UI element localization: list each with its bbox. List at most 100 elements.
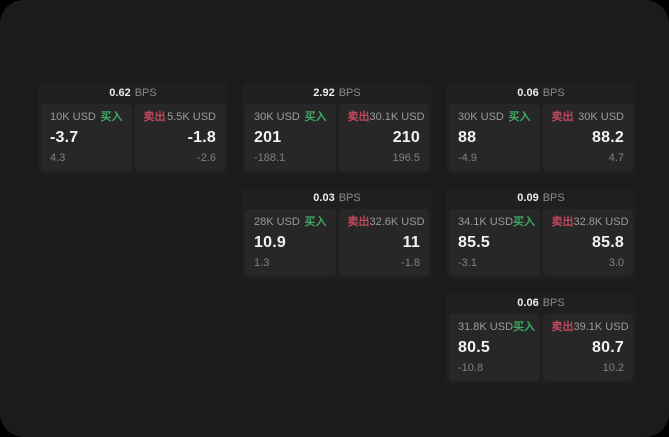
bps-header: 0.06 BPS: [446, 293, 636, 314]
bps-value: 0.09: [517, 192, 539, 204]
bps-unit: BPS: [338, 192, 361, 204]
buy-amount-label: 31.8K USD: [458, 321, 514, 333]
buy-amount-label: 10K USD: [50, 111, 96, 123]
sell-panel-top: 卖出 5.5K USD: [144, 111, 217, 124]
sell-panel-top: 卖出 32.8K USD: [551, 216, 629, 229]
bps-unit: BPS: [542, 297, 565, 309]
buy-change: 4.3: [50, 152, 66, 164]
sell-panel[interactable]: 卖出 30K USD 88.2 4.7: [542, 104, 633, 171]
sell-change: 4.7: [608, 152, 624, 164]
sell-amount-label: 39.1K USD: [573, 321, 629, 333]
sell-change: 10.2: [602, 362, 624, 374]
buy-amount-label: 28K USD: [254, 216, 300, 228]
price-card: 0.03 BPS 28K USD 买入 10.9 1.3 卖出 32.6K US…: [242, 188, 432, 279]
card-panels: 30K USD 买入 201 -188.1 卖出 30.1K USD 210 1…: [242, 104, 432, 174]
price-cards-grid: 0.62 BPS 10K USD 买入 -3.7 4.3 卖出 5.5K USD: [38, 83, 636, 384]
sell-panel[interactable]: 卖出 39.1K USD 80.7 10.2: [542, 314, 633, 381]
card-panels: 31.8K USD 买入 80.5 -10.8 卖出 39.1K USD 80.…: [446, 314, 636, 384]
sell-price: -1.8: [187, 129, 216, 146]
buy-panel[interactable]: 28K USD 买入 10.9 1.3: [245, 209, 336, 276]
bps-header: 0.62 BPS: [38, 83, 228, 104]
sell-side-label: 卖出: [551, 111, 574, 123]
buy-side-label: 买入: [513, 216, 536, 228]
sell-amount-label: 5.5K USD: [167, 111, 216, 123]
buy-panel-top: 30K USD 买入: [254, 111, 327, 124]
sell-side-label: 卖出: [143, 111, 166, 123]
buy-change: -188.1: [254, 152, 286, 164]
sell-price: 85.8: [592, 234, 624, 251]
sell-change: -2.6: [197, 152, 216, 164]
sell-side-label: 卖出: [551, 216, 574, 228]
sell-price: 210: [392, 129, 420, 146]
buy-price: 201: [254, 129, 282, 146]
sell-side-label: 卖出: [347, 216, 370, 228]
buy-side-label: 买入: [513, 321, 536, 333]
price-card: 0.62 BPS 10K USD 买入 -3.7 4.3 卖出 5.5K USD: [38, 83, 228, 174]
buy-change: 1.3: [254, 257, 270, 269]
buy-side-label: 买入: [508, 111, 531, 123]
buy-panel[interactable]: 34.1K USD 买入 85.5 -3.1: [449, 209, 540, 276]
buy-panel-top: 30K USD 买入: [458, 111, 531, 124]
buy-price: 10.9: [254, 234, 286, 251]
sell-panel[interactable]: 卖出 30.1K USD 210 196.5: [338, 104, 429, 171]
price-card: 0.06 BPS 31.8K USD 买入 80.5 -10.8 卖出 39.1…: [446, 293, 636, 384]
sell-panel-top: 卖出 39.1K USD: [551, 321, 629, 334]
sell-panel[interactable]: 卖出 32.8K USD 85.8 3.0: [542, 209, 633, 276]
sell-change: 3.0: [608, 257, 624, 269]
price-card: 0.09 BPS 34.1K USD 买入 85.5 -3.1 卖出 32.8K…: [446, 188, 636, 279]
sell-panel[interactable]: 卖出 32.6K USD 11 -1.8: [338, 209, 429, 276]
buy-change: -10.8: [458, 362, 484, 374]
buy-side-label: 买入: [304, 111, 327, 123]
sell-amount-label: 30K USD: [578, 111, 624, 123]
buy-panel-top: 10K USD 买入: [50, 111, 123, 124]
buy-panel-top: 28K USD 买入: [254, 216, 327, 229]
sell-change: -1.8: [401, 257, 420, 269]
buy-panel[interactable]: 30K USD 买入 201 -188.1: [245, 104, 336, 171]
bps-header: 0.09 BPS: [446, 188, 636, 209]
sell-panel-top: 卖出 30.1K USD: [347, 111, 425, 124]
buy-panel-top: 31.8K USD 买入: [458, 321, 535, 334]
card-panels: 10K USD 买入 -3.7 4.3 卖出 5.5K USD -1.8 -2.…: [38, 104, 228, 174]
sell-panel-top: 卖出 32.6K USD: [347, 216, 425, 229]
sell-amount-label: 30.1K USD: [369, 111, 425, 123]
price-card: 0.06 BPS 30K USD 买入 88 -4.9 卖出 30K USD: [446, 83, 636, 174]
buy-amount-label: 30K USD: [254, 111, 300, 123]
buy-side-label: 买入: [304, 216, 327, 228]
bps-unit: BPS: [338, 87, 361, 99]
bps-value: 0.06: [517, 297, 539, 309]
bps-unit: BPS: [134, 87, 157, 99]
bps-header: 0.06 BPS: [446, 83, 636, 104]
buy-panel[interactable]: 10K USD 买入 -3.7 4.3: [41, 104, 132, 171]
buy-panel-top: 34.1K USD 买入: [458, 216, 535, 229]
buy-price: 88: [458, 129, 477, 146]
bps-value: 0.06: [517, 87, 539, 99]
bps-value: 0.62: [109, 87, 131, 99]
sell-side-label: 卖出: [551, 321, 574, 333]
bps-value: 0.03: [313, 192, 335, 204]
buy-panel[interactable]: 30K USD 买入 88 -4.9: [449, 104, 540, 171]
bps-header: 0.03 BPS: [242, 188, 432, 209]
sell-price: 11: [402, 234, 420, 251]
sell-price: 80.7: [592, 339, 624, 356]
bps-header: 2.92 BPS: [242, 83, 432, 104]
buy-change: -3.1: [458, 257, 477, 269]
buy-price: -3.7: [50, 129, 79, 146]
sell-side-label: 卖出: [347, 111, 370, 123]
card-panels: 28K USD 买入 10.9 1.3 卖出 32.6K USD 11 -1.8: [242, 209, 432, 279]
bps-unit: BPS: [542, 87, 565, 99]
sell-price: 88.2: [592, 129, 624, 146]
sell-panel[interactable]: 卖出 5.5K USD -1.8 -2.6: [134, 104, 225, 171]
buy-amount-label: 30K USD: [458, 111, 504, 123]
sell-change: 196.5: [392, 152, 420, 164]
sell-panel-top: 卖出 30K USD: [552, 111, 625, 124]
buy-change: -4.9: [458, 152, 477, 164]
card-panels: 34.1K USD 买入 85.5 -3.1 卖出 32.8K USD 85.8…: [446, 209, 636, 279]
buy-price: 85.5: [458, 234, 490, 251]
price-card: 2.92 BPS 30K USD 买入 201 -188.1 卖出 30.1K …: [242, 83, 432, 174]
buy-side-label: 买入: [100, 111, 123, 123]
buy-panel[interactable]: 31.8K USD 买入 80.5 -10.8: [449, 314, 540, 381]
bps-unit: BPS: [542, 192, 565, 204]
card-panels: 30K USD 买入 88 -4.9 卖出 30K USD 88.2 4.7: [446, 104, 636, 174]
bps-value: 2.92: [313, 87, 335, 99]
sell-amount-label: 32.8K USD: [573, 216, 629, 228]
